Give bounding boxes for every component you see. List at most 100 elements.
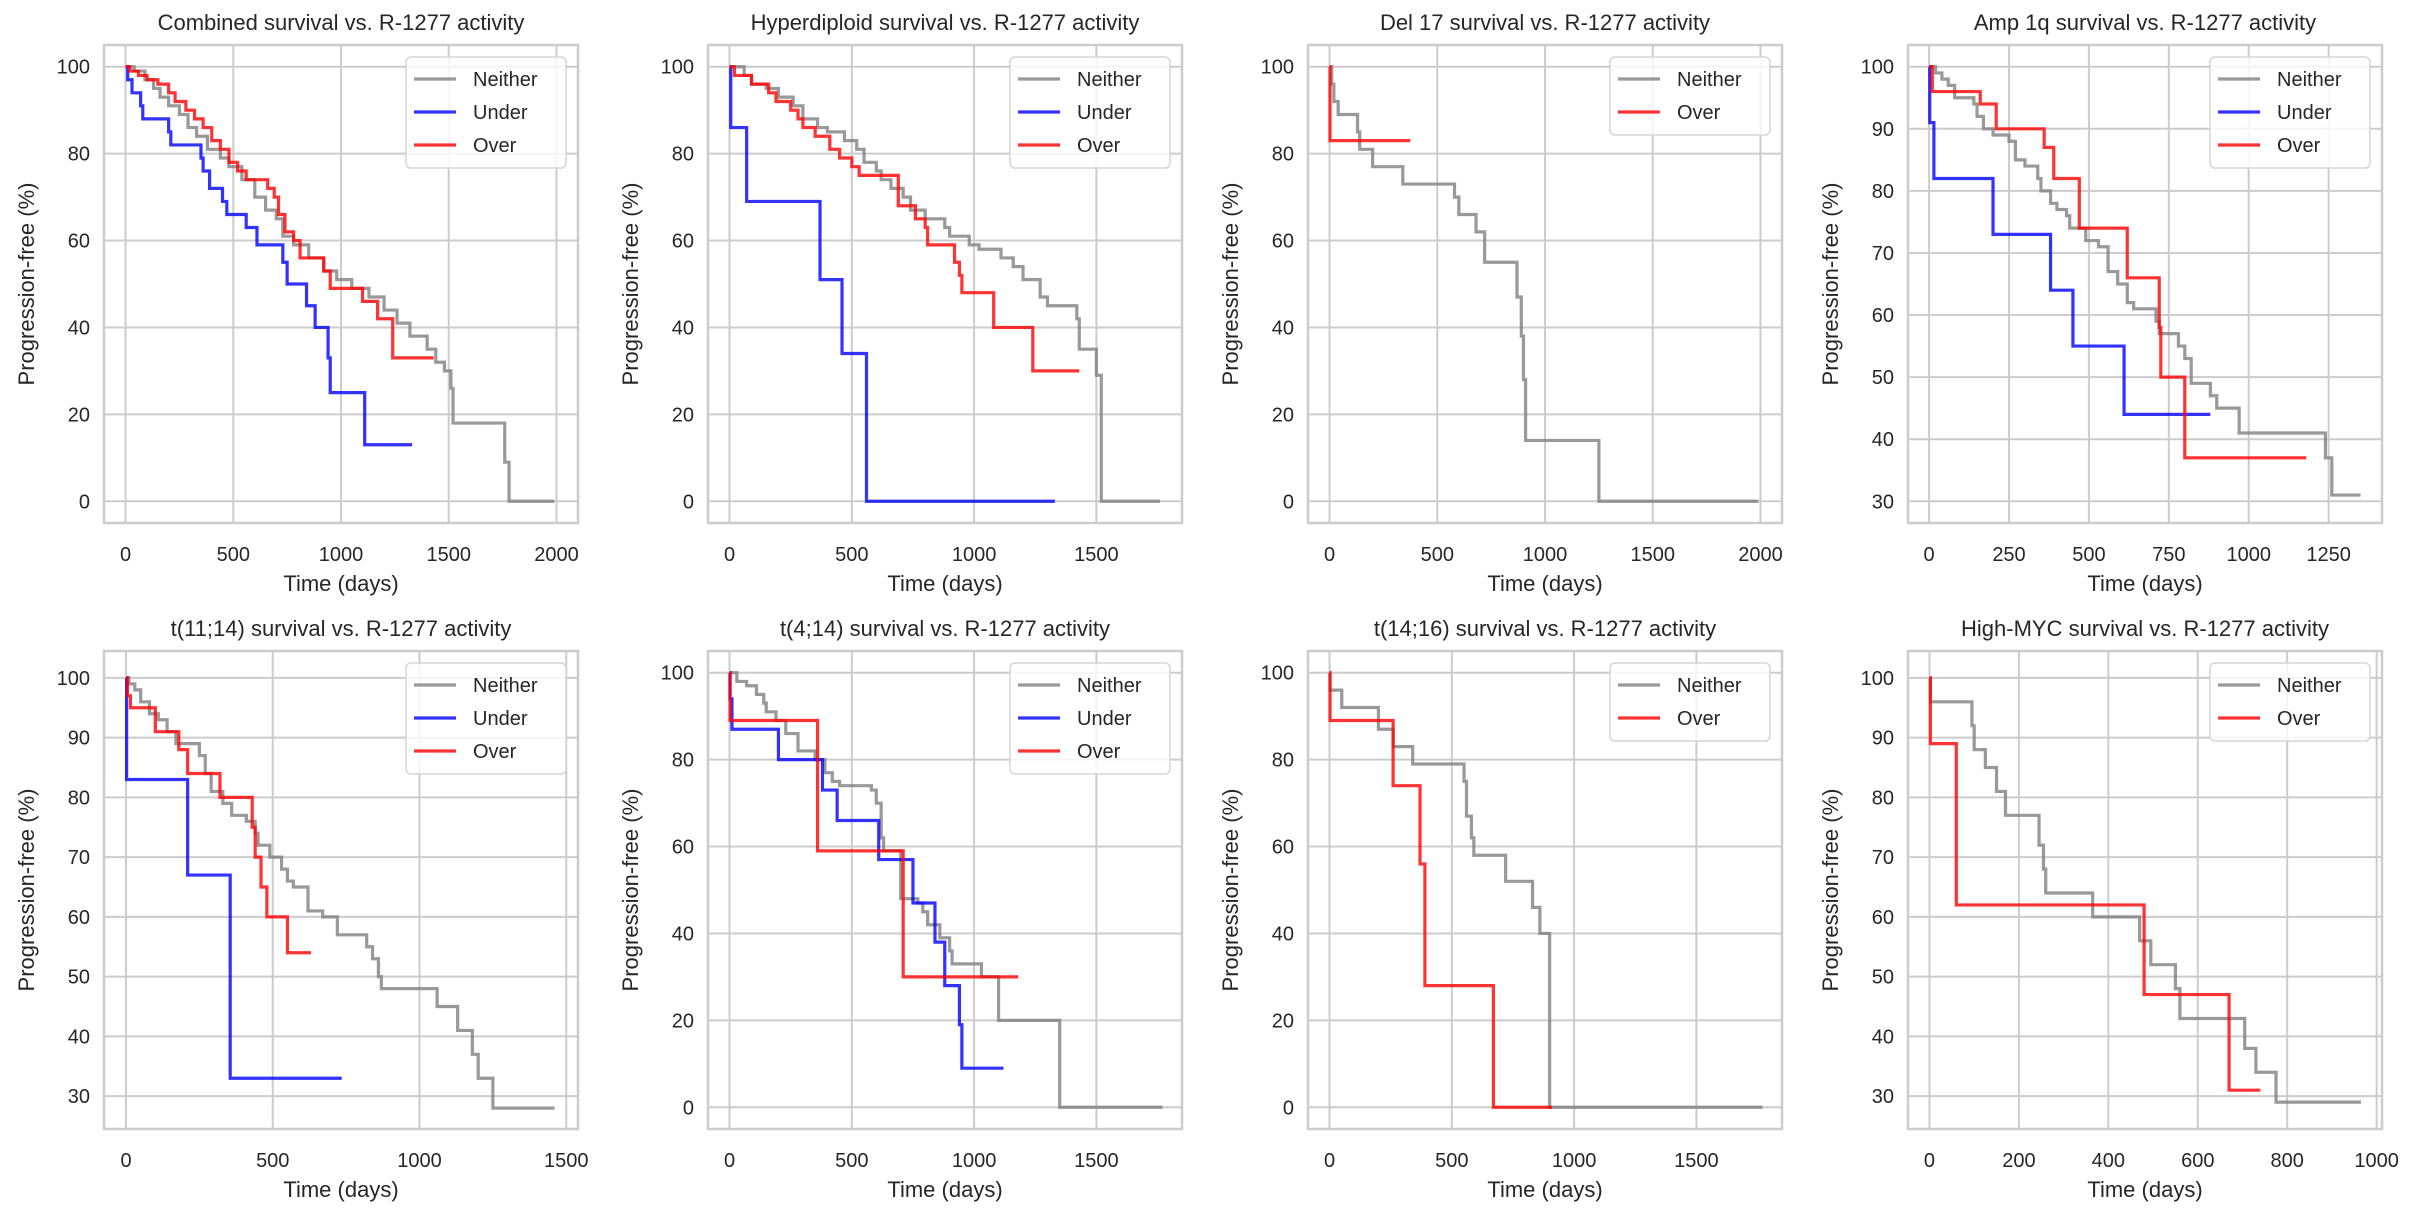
y-tick-label: 90 [1872,119,1894,141]
legend-label-under: Under [2277,102,2332,124]
axes-frame [1906,649,2384,1131]
legend: Neither Under Over [1009,662,1171,775]
series-line-under [125,65,413,447]
km-panel-7: 0 200 400 600 800 1000 30 40 50 60 70 80 90 100 High-M… [1818,616,2399,1202]
x-tick-label: 600 [2181,1150,2214,1172]
y-tick-label: 100 [57,668,90,690]
y-tick-label: 20 [1272,404,1294,426]
y-axis-label: Progression-free (%) [618,183,643,386]
x-tick-label: 1250 [2306,544,2351,566]
legend-label-under: Under [1077,102,1132,124]
x-tick-label: 800 [2271,1150,2304,1172]
y-tick-label: 40 [1872,1026,1894,1048]
y-tick-label: 40 [68,1026,90,1048]
y-tick-label: 30 [1872,491,1894,513]
legend-label-under: Under [473,708,528,730]
legend-box [1609,662,1771,742]
x-axis-label: Time (days) [1487,571,1602,596]
legend-label-under: Under [473,102,528,124]
series-line-neither [125,65,555,503]
series-line-over [1929,65,2307,460]
y-axis-label: Progression-free (%) [14,183,39,386]
legend-box [2209,662,2371,742]
legend-label-neither: Neither [2277,675,2342,697]
y-tick-label: 70 [68,847,90,869]
y-tick-label: 0 [79,491,90,513]
legend: Neither Under Over [2209,56,2371,169]
x-tick-label: 0 [1924,544,1935,566]
x-tick-label: 1000 [952,1150,997,1172]
y-tick-label: 60 [672,231,694,253]
y-tick-label: 30 [1872,1086,1894,1108]
x-axis-label: Time (days) [2087,1177,2202,1202]
y-tick-label: 0 [1283,1097,1294,1119]
legend-box [405,56,567,169]
x-tick-label: 1000 [2226,544,2271,566]
y-tick-label: 80 [68,787,90,809]
km-panel-1: 0 500 1000 1500 0 20 40 60 80 100 Hyperdiploid sur… [618,10,1184,596]
legend-label-neither: Neither [1077,675,1142,697]
legend-label-over: Over [1077,135,1121,157]
km-panel-0: 0 500 1000 1500 2000 0 20 40 60 80 100 Combined sur… [14,10,580,596]
x-tick-label: 1000 [1552,1150,1597,1172]
x-tick-label: 0 [120,544,131,566]
panel-title: Amp 1q survival vs. R-1277 activity [1974,10,2316,35]
y-tick-label: 0 [683,1097,694,1119]
x-tick-label: 1500 [1074,544,1119,566]
km-panel-3: 0 250 500 750 1000 1250 30 40 50 60 70 80 90 100 Amp 1… [1818,10,2384,596]
legend-label-neither: Neither [473,69,538,91]
legend: Neither Under Over [405,662,567,775]
legend-label-over: Over [1077,741,1121,763]
x-tick-label: 2000 [534,544,579,566]
x-axis-label: Time (days) [2087,571,2202,596]
x-tick-label: 0 [724,544,735,566]
x-tick-label: 750 [2152,544,2185,566]
y-tick-label: 70 [1872,847,1894,869]
legend-label-neither: Neither [1077,69,1142,91]
x-tick-label: 0 [120,1150,131,1172]
y-tick-label: 40 [672,923,694,945]
legend-label-over: Over [1677,708,1721,730]
series-line-over [125,65,434,360]
y-tick-label: 60 [672,837,694,859]
km-panel-5: 0 500 1000 1500 0 20 40 60 80 100 t(4;14) survival… [618,616,1184,1202]
y-axis-label: Progression-free (%) [618,789,643,992]
legend: Neither Over [1609,56,1771,136]
x-tick-label: 1500 [1074,1150,1119,1172]
y-tick-label: 60 [1872,907,1894,929]
y-tick-label: 80 [672,144,694,166]
series-line-under [728,671,1004,1070]
x-tick-label: 1000 [2354,1150,2399,1172]
panel-title: t(14;16) survival vs. R-1277 activity [1374,616,1716,641]
panel-title: Hyperdiploid survival vs. R-1277 activit… [751,10,1140,35]
x-tick-label: 1000 [397,1150,442,1172]
legend-box [405,662,567,775]
legend-label-over: Over [1677,102,1721,124]
x-axis-label: Time (days) [1487,1177,1602,1202]
panel-title: t(4;14) survival vs. R-1277 activity [780,616,1110,641]
x-tick-label: 0 [1324,1150,1335,1172]
x-tick-label: 200 [2002,1150,2035,1172]
x-tick-label: 500 [217,544,250,566]
series-line-over [1328,671,1553,1109]
panel-title: High-MYC survival vs. R-1277 activity [1961,616,2329,641]
y-axis-label: Progression-free (%) [1818,789,1843,992]
legend-label-neither: Neither [473,675,538,697]
series-line-over [1928,676,2261,1092]
y-tick-label: 80 [672,750,694,772]
series-line-over [125,676,311,955]
legend-label-neither: Neither [1677,675,1742,697]
y-tick-label: 40 [1272,317,1294,339]
y-tick-label: 40 [672,317,694,339]
y-tick-label: 80 [1272,750,1294,772]
x-tick-label: 400 [2092,1150,2125,1172]
y-tick-label: 0 [683,491,694,513]
y-tick-label: 100 [661,663,694,685]
y-tick-label: 60 [1272,837,1294,859]
legend-label-neither: Neither [1677,69,1742,91]
legend-box [1609,56,1771,136]
x-tick-label: 500 [835,1150,868,1172]
y-tick-label: 100 [661,57,694,79]
legend: Neither Under Over [405,56,567,169]
y-tick-label: 100 [1861,668,1894,690]
